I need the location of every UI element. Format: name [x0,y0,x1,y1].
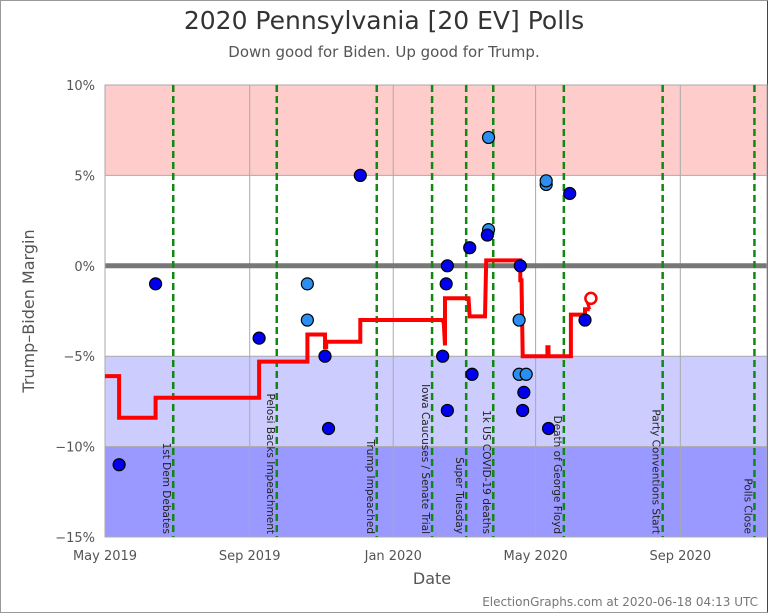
event-label: Super Tuesday [453,457,465,534]
y-tick-label: −15% [55,531,95,546]
x-tick-label: Sep 2020 [649,549,711,564]
poll-point [112,458,126,472]
poll-point [321,421,336,436]
poll-point [539,174,553,188]
poll-point [300,277,314,291]
x-tick-label: May 2020 [504,549,568,564]
x-tick-label: Jan 2020 [364,549,422,564]
poll-point [440,403,454,418]
event-label: Polls Close [741,478,753,534]
poll-point [436,349,450,363]
footer-credit: ElectionGraphs.com at 2020-06-18 04:13 U… [482,595,758,609]
poll-point [517,385,531,399]
event-label: Trump Impeached [364,438,376,534]
poll-point [463,241,477,255]
poll-point [439,277,453,291]
poll-point [541,421,556,436]
y-axis-label: Trump–Biden Margin [19,229,38,393]
poll-point [563,186,577,201]
plot-border [104,84,768,538]
poll-point [465,367,479,381]
chart-title: 2020 Pennsylvania [20 EV] Polls [183,6,585,35]
y-tick-label: 10% [66,79,95,94]
event-label: Death of George Floyd [551,416,563,534]
y-tick-label: −5% [63,350,95,365]
event-label: Iowa Caucuses / Senate Trial [419,384,431,534]
event-label: 1st Dem Debates [160,443,172,534]
event-label: 1k US COVID-19 deaths [480,410,492,534]
poll-point [300,313,314,327]
poll-point [481,130,496,145]
band [105,356,767,447]
y-tick-label: 0% [74,260,95,275]
x-tick-label: May 2019 [73,549,137,564]
y-tick-label: −10% [55,441,95,456]
poll-point [318,349,332,363]
poll-point [252,331,266,345]
poll-point [480,228,494,242]
average-line [105,258,590,420]
x-tick-label: Sep 2019 [219,549,281,564]
poll-point [519,367,533,381]
poll-point [440,259,454,273]
poll-point [513,259,527,273]
poll-point [516,403,530,418]
poll-point [578,313,592,327]
event-label: Party Conventions Start [650,409,662,534]
poll-point [148,277,163,291]
x-axis-label: Date [413,569,451,588]
band [105,446,767,537]
poll-point [512,313,526,327]
chart-subtitle: Down good for Biden. Up good for Trump. [228,43,540,61]
band [105,85,767,176]
y-tick-label: 5% [74,169,95,184]
event-label: Pelosi Backs Impeachment [264,393,276,534]
current-average-marker [584,291,598,306]
poll-point [353,168,367,182]
